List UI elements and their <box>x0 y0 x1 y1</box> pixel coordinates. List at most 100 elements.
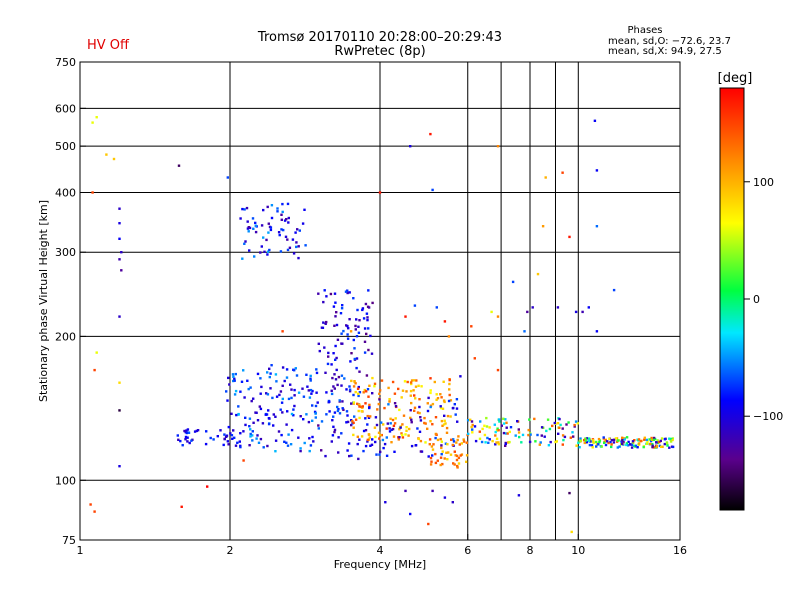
data-point <box>378 191 382 194</box>
data-point <box>562 438 565 442</box>
x-tick-label: 10 <box>571 544 585 557</box>
data-point <box>459 375 462 378</box>
data-point <box>420 385 423 388</box>
data-point <box>283 219 287 222</box>
data-point <box>592 439 595 442</box>
data-point <box>450 438 453 441</box>
data-point <box>405 390 408 393</box>
data-point <box>373 426 377 429</box>
data-point <box>282 228 285 232</box>
data-point <box>279 408 282 411</box>
data-point <box>478 437 482 440</box>
data-point <box>293 388 296 392</box>
data-point <box>353 380 356 383</box>
data-point <box>490 310 493 314</box>
data-point <box>333 430 336 434</box>
data-point <box>363 351 367 354</box>
data-point <box>410 418 413 421</box>
data-point <box>439 406 443 410</box>
data-point <box>448 393 451 397</box>
data-point <box>441 450 444 453</box>
data-point <box>380 379 384 382</box>
data-point <box>392 435 396 438</box>
data-point <box>270 216 274 220</box>
data-point <box>404 433 407 436</box>
data-point <box>431 454 434 457</box>
data-point <box>584 439 587 442</box>
x-tick-label: 2 <box>227 544 234 557</box>
data-point <box>355 335 359 338</box>
data-point <box>630 446 634 449</box>
data-point <box>348 454 351 458</box>
data-point <box>486 436 489 440</box>
data-point <box>120 251 123 254</box>
data-point <box>497 429 500 432</box>
data-point <box>387 386 390 390</box>
data-point <box>561 171 564 174</box>
data-point <box>373 385 376 388</box>
data-point <box>246 379 249 382</box>
data-point <box>495 437 499 440</box>
data-point <box>460 453 464 456</box>
data-point <box>315 391 318 394</box>
data-point <box>571 431 574 434</box>
data-point <box>346 324 349 328</box>
data-point <box>458 443 461 446</box>
data-point <box>388 400 391 403</box>
data-point <box>277 430 281 433</box>
data-point <box>409 145 412 148</box>
data-point <box>304 244 307 247</box>
data-point <box>382 446 385 450</box>
data-point <box>371 376 374 380</box>
data-points <box>89 116 675 534</box>
data-point <box>283 440 286 443</box>
data-point <box>358 438 361 441</box>
data-point <box>410 401 413 405</box>
data-point <box>291 238 295 241</box>
data-point <box>297 256 300 260</box>
data-point <box>453 403 456 406</box>
data-point <box>401 436 405 439</box>
data-point <box>363 327 367 330</box>
data-point <box>261 422 265 425</box>
data-point <box>286 202 290 206</box>
data-point <box>529 433 532 436</box>
y-tick-label: 400 <box>55 186 76 199</box>
data-point <box>324 322 327 325</box>
data-point <box>287 397 291 401</box>
data-point <box>368 436 371 439</box>
data-point <box>226 399 229 402</box>
data-point <box>262 446 265 449</box>
data-point <box>254 224 257 227</box>
data-point <box>346 291 349 295</box>
data-point <box>627 440 630 444</box>
data-point <box>412 379 416 382</box>
data-point <box>440 396 443 399</box>
data-point <box>275 395 279 398</box>
data-point <box>427 396 430 400</box>
data-point <box>598 439 602 442</box>
data-point <box>434 432 438 436</box>
data-point <box>393 450 396 453</box>
data-point <box>505 421 508 424</box>
data-point <box>429 391 432 395</box>
data-point <box>290 412 294 416</box>
data-point <box>561 443 564 446</box>
data-point <box>346 420 350 424</box>
data-point <box>380 433 383 437</box>
data-point <box>299 415 302 418</box>
data-point <box>315 371 319 375</box>
data-point <box>204 442 208 446</box>
data-point <box>581 310 584 314</box>
data-point <box>233 377 236 380</box>
y-tick-label: 100 <box>55 474 76 487</box>
data-point <box>583 438 586 442</box>
data-point <box>574 420 578 423</box>
data-point <box>363 388 366 392</box>
data-point <box>331 376 334 380</box>
data-point <box>388 427 391 430</box>
data-point <box>334 301 337 304</box>
data-point <box>443 496 447 499</box>
data-point <box>268 367 271 370</box>
data-point <box>341 304 344 307</box>
